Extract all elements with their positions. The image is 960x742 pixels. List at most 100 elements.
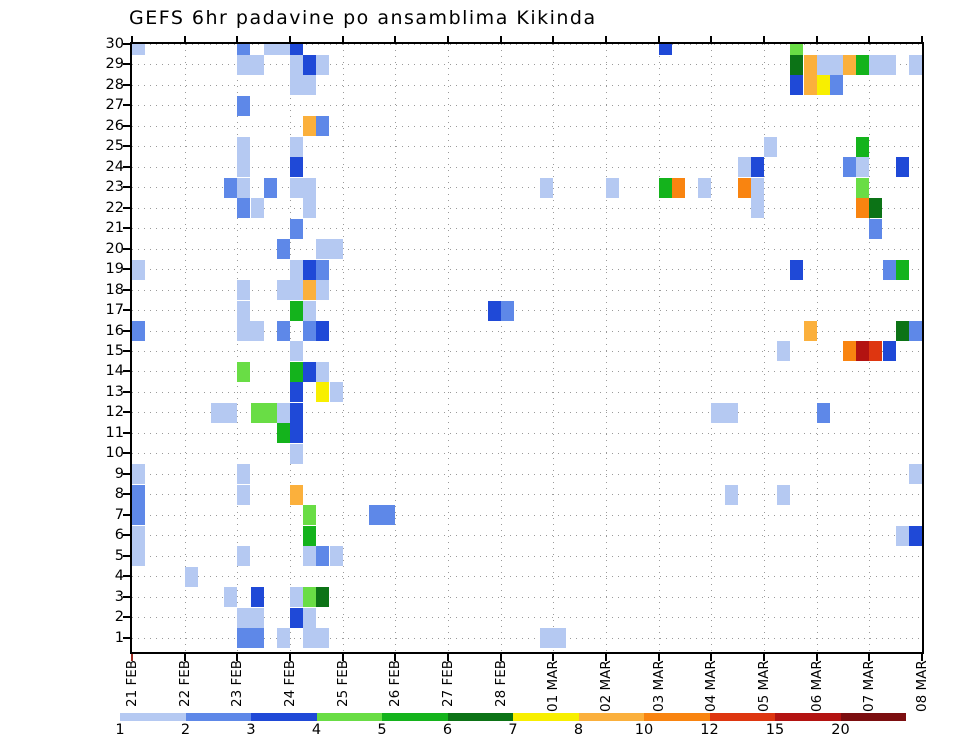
heatmap-cell — [671, 177, 685, 198]
heatmap-cell — [856, 54, 870, 75]
x-tick-top — [868, 36, 871, 42]
heatmap-cell — [908, 525, 922, 546]
plot-area: 30 29 28 27 26 25 24 23 22 21 20 19 18 17 16 15 14 13 12 11… — [106, 36, 930, 712]
gridline-h — [132, 555, 922, 557]
y-tick — [123, 493, 130, 496]
heatmap-cell — [698, 177, 712, 198]
y-axis-label: 13 — [105, 383, 124, 400]
x-tick-top — [605, 36, 607, 42]
colorbar-label: 12 — [700, 722, 719, 738]
heatmap-cell — [843, 54, 857, 75]
x-axis-label: 25 FEB — [334, 660, 351, 708]
heatmap-cell — [895, 321, 909, 342]
gridline-h — [132, 228, 922, 230]
gridline-v — [395, 44, 397, 652]
y-axis-label: 16 — [105, 322, 124, 339]
y-axis-label: 3 — [114, 588, 124, 605]
heatmap-cell — [290, 341, 304, 362]
y-tick — [123, 124, 130, 127]
y-tick — [123, 227, 130, 230]
heatmap-cell — [224, 177, 238, 198]
y-tick — [123, 513, 130, 516]
heatmap-cell — [237, 546, 251, 567]
y-tick — [123, 349, 130, 352]
heatmap-cell — [184, 566, 198, 587]
y-axis-label: 5 — [114, 547, 124, 564]
y-tick — [123, 145, 130, 148]
y-axis-label: 8 — [114, 486, 124, 503]
gridline-v — [764, 44, 765, 652]
x-tick-bottom — [815, 654, 818, 661]
heatmap-cell — [276, 423, 290, 444]
heatmap-cell — [290, 54, 304, 75]
gridline-h — [132, 44, 922, 45]
gridline-h — [132, 350, 922, 352]
y-tick — [123, 370, 130, 373]
y-tick — [123, 595, 130, 598]
x-tick-top — [921, 36, 923, 42]
heatmap-cell — [895, 157, 909, 178]
y-tick — [123, 43, 130, 45]
x-tick-top — [710, 36, 713, 42]
y-axis-label: 20 — [105, 240, 124, 257]
x-axis-label: 07 MAR — [861, 660, 878, 712]
heatmap-cell — [856, 136, 870, 157]
heatmap-cell — [856, 198, 870, 219]
y-tick — [123, 83, 130, 86]
heatmap-cell — [276, 628, 290, 648]
gridline-h — [132, 269, 922, 271]
heatmap-cell — [816, 402, 830, 423]
heatmap-cell — [290, 157, 304, 178]
x-tick-top — [131, 36, 133, 42]
x-tick-bottom — [499, 654, 502, 661]
x-tick-bottom — [552, 654, 555, 661]
y-tick — [123, 554, 130, 557]
gridline-h — [132, 310, 922, 312]
gridline-h — [132, 494, 922, 496]
y-tick — [123, 472, 130, 475]
heatmap-cell — [895, 525, 909, 546]
x-tick-bottom — [394, 654, 397, 661]
x-tick-top — [236, 36, 239, 42]
heatmap-cell — [276, 402, 290, 423]
gridline-h — [132, 576, 922, 578]
y-tick — [123, 63, 130, 66]
gridline-v — [342, 44, 344, 652]
heatmap-cell — [276, 239, 290, 260]
heatmap-cell — [263, 177, 277, 198]
y-axis-label: 10 — [105, 445, 124, 462]
heatmap-cell — [237, 361, 251, 382]
y-tick — [123, 165, 130, 168]
heatmap-cell — [487, 300, 501, 321]
heatmap-cell — [303, 54, 317, 75]
x-tick-top — [289, 36, 291, 42]
heatmap-cell — [237, 95, 251, 116]
heatmap-cell — [303, 628, 330, 648]
heatmap-cell — [290, 177, 317, 198]
heatmap-cell — [290, 75, 317, 96]
y-axis-label: 18 — [105, 281, 124, 298]
heatmap-cell — [316, 239, 343, 260]
gridline-h — [132, 637, 922, 639]
gridline-h — [132, 125, 922, 127]
y-tick — [123, 309, 130, 312]
heatmap-cell — [303, 525, 317, 546]
colorbar-label: 2 — [180, 722, 191, 738]
heatmap-cell — [500, 300, 514, 321]
heatmap-cell — [237, 198, 251, 219]
colorbar-segment — [382, 713, 448, 721]
gridline-h — [132, 248, 922, 250]
colorbar-segment — [840, 713, 906, 721]
heatmap-cell — [290, 607, 304, 628]
y-tick — [123, 390, 130, 393]
colorbar-label: 1 — [115, 722, 125, 738]
x-axis-label: 22 FEB — [176, 660, 193, 708]
colorbar-segment — [775, 713, 841, 721]
heatmap-cell — [777, 341, 791, 362]
heatmap-cell — [250, 587, 264, 608]
x-tick-top — [447, 36, 449, 42]
gridline-h — [132, 617, 922, 619]
colorbar-label: 3 — [246, 722, 256, 738]
gridline-h — [132, 535, 922, 537]
